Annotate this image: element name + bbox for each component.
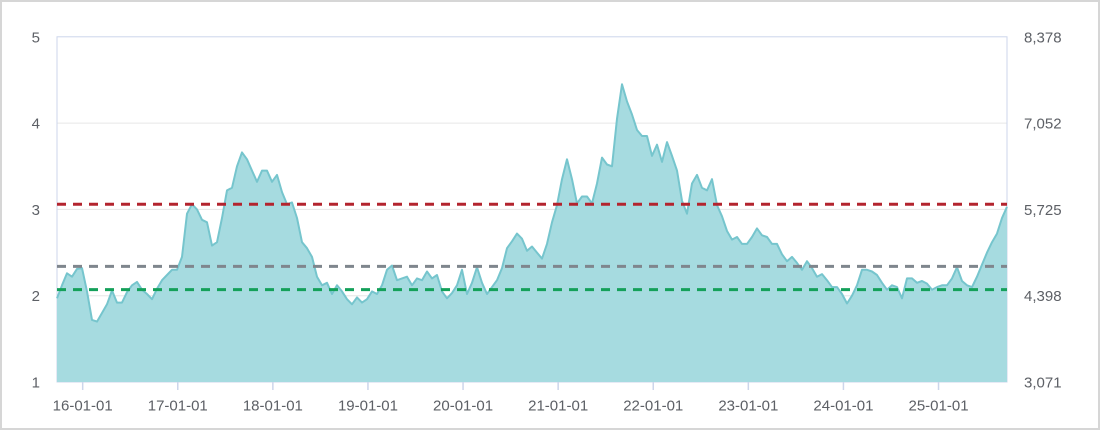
x-axis-label: 22-01-01 (623, 398, 683, 415)
x-axis-label: 21-01-01 (528, 398, 588, 415)
y-axis-right-label: 3,071 (1024, 375, 1062, 392)
x-axis-label: 18-01-01 (243, 398, 303, 415)
y-axis-left-label: 3 (32, 202, 40, 219)
area-series-outline (56, 83, 1008, 323)
x-axis-label: 25-01-01 (909, 398, 969, 415)
y-axis-right-label: 4,398 (1024, 288, 1062, 305)
x-axis-label: 20-01-01 (433, 398, 493, 415)
area-series-fill (57, 84, 1007, 383)
y-axis-left-label: 4 (32, 116, 40, 133)
y-axis-left-label: 1 (32, 375, 40, 392)
x-axis-label: 19-01-01 (338, 398, 398, 415)
y-axis-left-label: 2 (32, 288, 40, 305)
y-axis-left-label: 5 (32, 29, 40, 46)
y-axis-right-label: 8,378 (1024, 29, 1062, 46)
x-axis-label: 17-01-01 (148, 398, 208, 415)
y-axis-right-label: 7,052 (1024, 116, 1062, 133)
x-axis-label: 16-01-01 (53, 398, 113, 415)
x-axis-label: 23-01-01 (718, 398, 778, 415)
y-axis-right-label: 5,725 (1024, 202, 1062, 219)
x-axis-label: 24-01-01 (813, 398, 873, 415)
